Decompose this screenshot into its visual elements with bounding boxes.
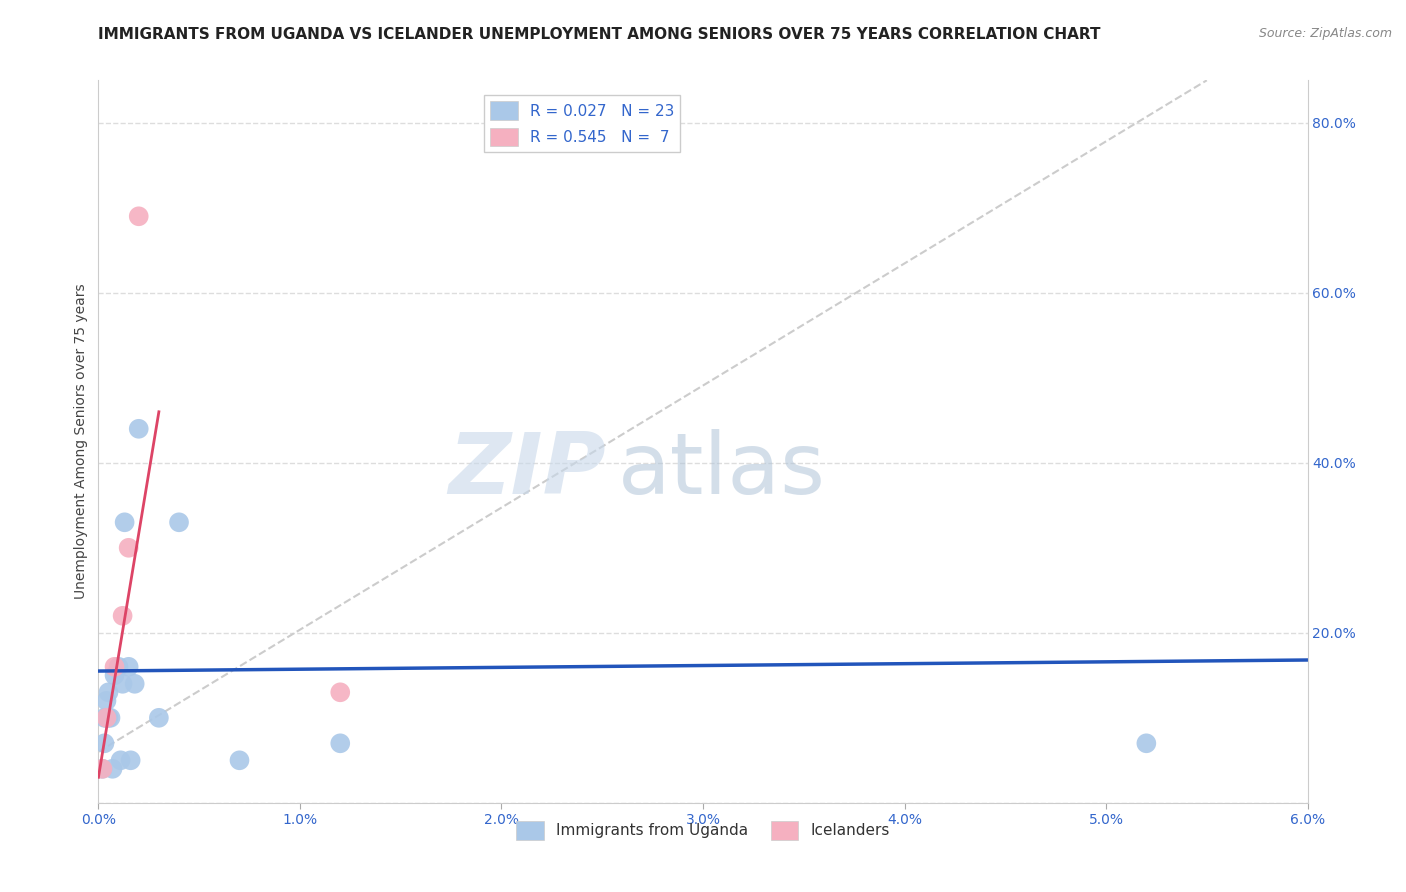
- Point: [128, 422, 150, 436]
- Point: [91, 762, 114, 776]
- Point: [96, 711, 118, 725]
- Point: [110, 753, 132, 767]
- Text: IMMIGRANTS FROM UGANDA VS ICELANDER UNEMPLOYMENT AMONG SENIORS OVER 75 YEARS COR: IMMIGRANTS FROM UGANDA VS ICELANDER UNEM…: [98, 27, 1101, 42]
- Point: [100, 711, 122, 725]
- Point: [114, 516, 136, 530]
- Point: [329, 736, 352, 750]
- Point: [101, 762, 124, 776]
- Point: [103, 668, 125, 682]
- Point: [111, 677, 134, 691]
- Point: [128, 209, 150, 223]
- Point: [118, 660, 141, 674]
- Point: [96, 694, 118, 708]
- Point: [103, 660, 125, 674]
- Legend: Immigrants from Uganda, Icelanders: Immigrants from Uganda, Icelanders: [510, 815, 896, 846]
- Point: [148, 711, 170, 725]
- Point: [1135, 736, 1157, 750]
- Point: [97, 711, 120, 725]
- Point: [97, 685, 120, 699]
- Text: atlas: atlas: [619, 429, 827, 512]
- Point: [91, 762, 114, 776]
- Point: [111, 608, 134, 623]
- Point: [93, 736, 115, 750]
- Point: [120, 753, 142, 767]
- Point: [107, 660, 129, 674]
- Point: [93, 711, 115, 725]
- Point: [124, 677, 146, 691]
- Text: ZIP: ZIP: [449, 429, 606, 512]
- Y-axis label: Unemployment Among Seniors over 75 years: Unemployment Among Seniors over 75 years: [75, 284, 89, 599]
- Point: [167, 516, 190, 530]
- Point: [228, 753, 250, 767]
- Text: Source: ZipAtlas.com: Source: ZipAtlas.com: [1258, 27, 1392, 40]
- Point: [96, 711, 118, 725]
- Point: [329, 685, 352, 699]
- Point: [118, 541, 141, 555]
